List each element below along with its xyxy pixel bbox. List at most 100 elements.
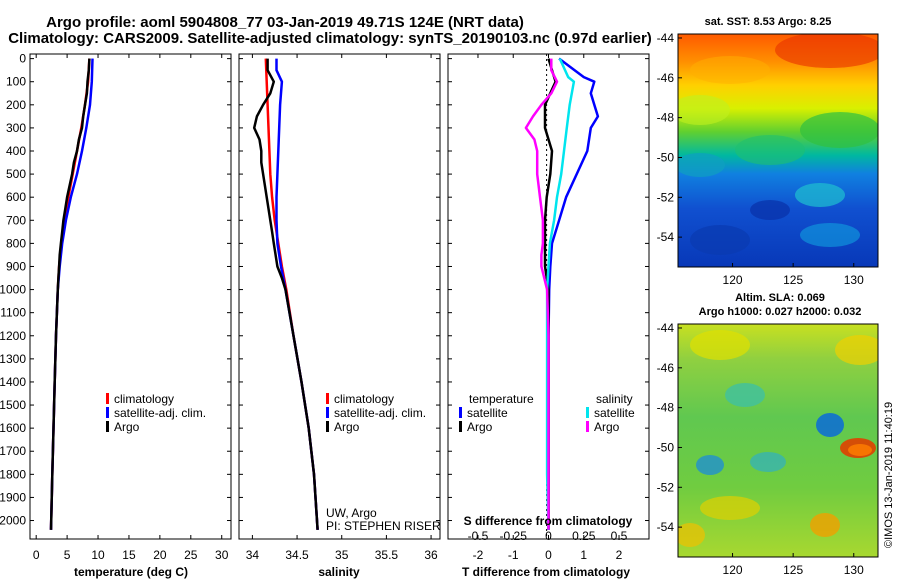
sla-map-image bbox=[678, 324, 878, 557]
depth-tick-label: 100 bbox=[6, 75, 26, 89]
difference-legend: temperature satellite Argo salinity sate… bbox=[459, 392, 635, 434]
legend-salinity-heading: salinity bbox=[596, 392, 633, 406]
legend-t-satellite: satellite bbox=[467, 406, 508, 420]
legend-swatch-s-argo bbox=[586, 421, 589, 432]
depth-tick-label: 1200 bbox=[0, 329, 26, 343]
x-tick-label: 34 bbox=[246, 548, 260, 562]
t-difference-tick-labels: -2 -1 0 1 2 bbox=[473, 54, 623, 562]
temperature-series bbox=[49, 58, 94, 530]
difference-series bbox=[524, 57, 600, 530]
depth-tick-label: 1100 bbox=[0, 306, 26, 320]
latitude-tick-label: -54 bbox=[657, 230, 675, 244]
s-difference-tick-labels: -0.5 -0.25 0 0.25 0.5 bbox=[468, 529, 628, 543]
s-difference-tick-label: 0 bbox=[545, 529, 552, 543]
depth-tick-label: 200 bbox=[6, 98, 26, 112]
latitude-tick-label: -44 bbox=[657, 321, 675, 335]
salinity-legend: climatology satellite-adj. clim. Argo UW… bbox=[326, 392, 441, 533]
x-tick-label: 30 bbox=[215, 548, 229, 562]
s-difference-tick-label: -0.5 bbox=[468, 529, 489, 543]
s-difference-tick-label: 0.5 bbox=[611, 529, 628, 543]
sla-latitude-ticks: -44 -46 -48 -50 -52 -54 bbox=[657, 321, 682, 534]
s-difference-tick-label: -0.25 bbox=[500, 529, 528, 543]
depth-tick-label: 300 bbox=[6, 121, 26, 135]
salinity-axes-box bbox=[238, 53, 441, 540]
temperature-axis-label: temperature (deg C) bbox=[74, 565, 188, 579]
latitude-tick-label: -52 bbox=[657, 480, 675, 494]
x-tick-label: 35.5 bbox=[375, 548, 399, 562]
legend-swatch-argo bbox=[326, 421, 329, 432]
x-tick-label: 34.5 bbox=[285, 548, 309, 562]
x-tick-label: 5 bbox=[64, 548, 71, 562]
depth-tick-label: 400 bbox=[6, 144, 26, 158]
sla-longitude-ticks: 120 125 130 bbox=[723, 553, 864, 577]
legend-swatch-argo bbox=[106, 421, 109, 432]
legend-swatch-climatology bbox=[326, 393, 329, 404]
latitude-tick-label: -46 bbox=[657, 71, 675, 85]
sst-map-title: sat. SST: 8.53 Argo: 8.25 bbox=[705, 16, 832, 28]
depth-tick-label: 1400 bbox=[0, 375, 26, 389]
x-tick-label: 0 bbox=[33, 548, 40, 562]
latitude-tick-label: -50 bbox=[657, 150, 675, 164]
sst-longitude-ticks: 120 125 130 bbox=[723, 263, 864, 287]
legend-swatch-t-argo bbox=[459, 421, 462, 432]
depth-tick-label: 900 bbox=[6, 259, 26, 273]
legend-argo: Argo bbox=[334, 420, 360, 434]
latitude-tick-label: -54 bbox=[657, 520, 675, 534]
sla-map-subtitle: Argo h1000: 0.027 h2000: 0.032 bbox=[699, 306, 862, 318]
legend-swatch-satellite bbox=[326, 407, 329, 418]
principal-investigator-label: PI: STEPHEN RISER bbox=[326, 519, 441, 533]
temperature-tick-labels: 0 5 10 15 20 25 30 bbox=[33, 54, 229, 562]
depth-tick-label: 1300 bbox=[0, 352, 26, 366]
depth-tick-labels: 0 100 200 300 400 500 600 700 800 900 1000 1100 1200… bbox=[0, 52, 649, 528]
series-line-s-satellite bbox=[545, 58, 576, 530]
legend-argo: Argo bbox=[114, 420, 140, 434]
x-tick-label: 35 bbox=[335, 548, 349, 562]
x-tick-label: 10 bbox=[91, 548, 105, 562]
s-difference-axis-label: S difference from climatology bbox=[464, 514, 633, 528]
temperature-legend: climatology satellite-adj. clim. Argo bbox=[106, 392, 206, 434]
sla-map-title: Altim. SLA: 0.069 bbox=[735, 292, 825, 304]
sst-map-image bbox=[678, 34, 878, 267]
depth-tick-label: 600 bbox=[6, 190, 26, 204]
depth-tick-label: 1600 bbox=[0, 421, 26, 435]
depth-tick-label: 1500 bbox=[0, 398, 26, 412]
legend-swatch-t-satellite bbox=[459, 407, 462, 418]
latitude-tick-label: -52 bbox=[657, 190, 675, 204]
sla-map-frame bbox=[677, 323, 879, 558]
legend-swatch-s-satellite bbox=[586, 407, 589, 418]
longitude-tick-label: 120 bbox=[723, 273, 743, 287]
data-provider-label: UW, Argo bbox=[326, 506, 377, 520]
legend-s-satellite: satellite bbox=[594, 406, 635, 420]
latitude-tick-label: -44 bbox=[657, 31, 675, 45]
title-line-1: Argo profile: aoml 5904808_77 03-Jan-201… bbox=[46, 14, 524, 31]
t-difference-axis-label: T difference from climatology bbox=[462, 565, 630, 579]
x-tick-label: 15 bbox=[122, 548, 136, 562]
depth-tick-label: 0 bbox=[19, 52, 26, 66]
legend-swatch-climatology bbox=[106, 393, 109, 404]
series-line-s-argo bbox=[524, 58, 559, 530]
legend-satellite: satellite-adj. clim. bbox=[114, 406, 206, 420]
latitude-tick-label: -48 bbox=[657, 401, 675, 415]
latitude-tick-label: -50 bbox=[657, 440, 675, 454]
x-tick-label: -2 bbox=[473, 548, 484, 562]
salinity-series bbox=[252, 58, 319, 530]
latitude-tick-label: -46 bbox=[657, 361, 675, 375]
series-line-argo bbox=[252, 58, 319, 530]
imos-credit: ©IMOS 13-Jan-2019 11:40:19 bbox=[883, 402, 895, 548]
longitude-tick-label: 130 bbox=[844, 563, 864, 577]
legend-t-argo: Argo bbox=[467, 420, 493, 434]
legend-satellite: satellite-adj. clim. bbox=[334, 406, 426, 420]
latitude-tick-label: -48 bbox=[657, 111, 675, 125]
temperature-axes-box bbox=[29, 53, 232, 540]
series-line-climatology bbox=[264, 58, 319, 530]
depth-tick-label: 1000 bbox=[0, 283, 26, 297]
longitude-tick-label: 125 bbox=[783, 273, 803, 287]
longitude-tick-label: 130 bbox=[844, 273, 864, 287]
x-tick-label: 0 bbox=[545, 548, 552, 562]
x-tick-label: -1 bbox=[508, 548, 519, 562]
x-tick-label: 36 bbox=[424, 548, 438, 562]
sst-map-frame bbox=[677, 33, 879, 268]
series-line-argo bbox=[49, 58, 91, 530]
x-tick-label: 20 bbox=[153, 548, 167, 562]
